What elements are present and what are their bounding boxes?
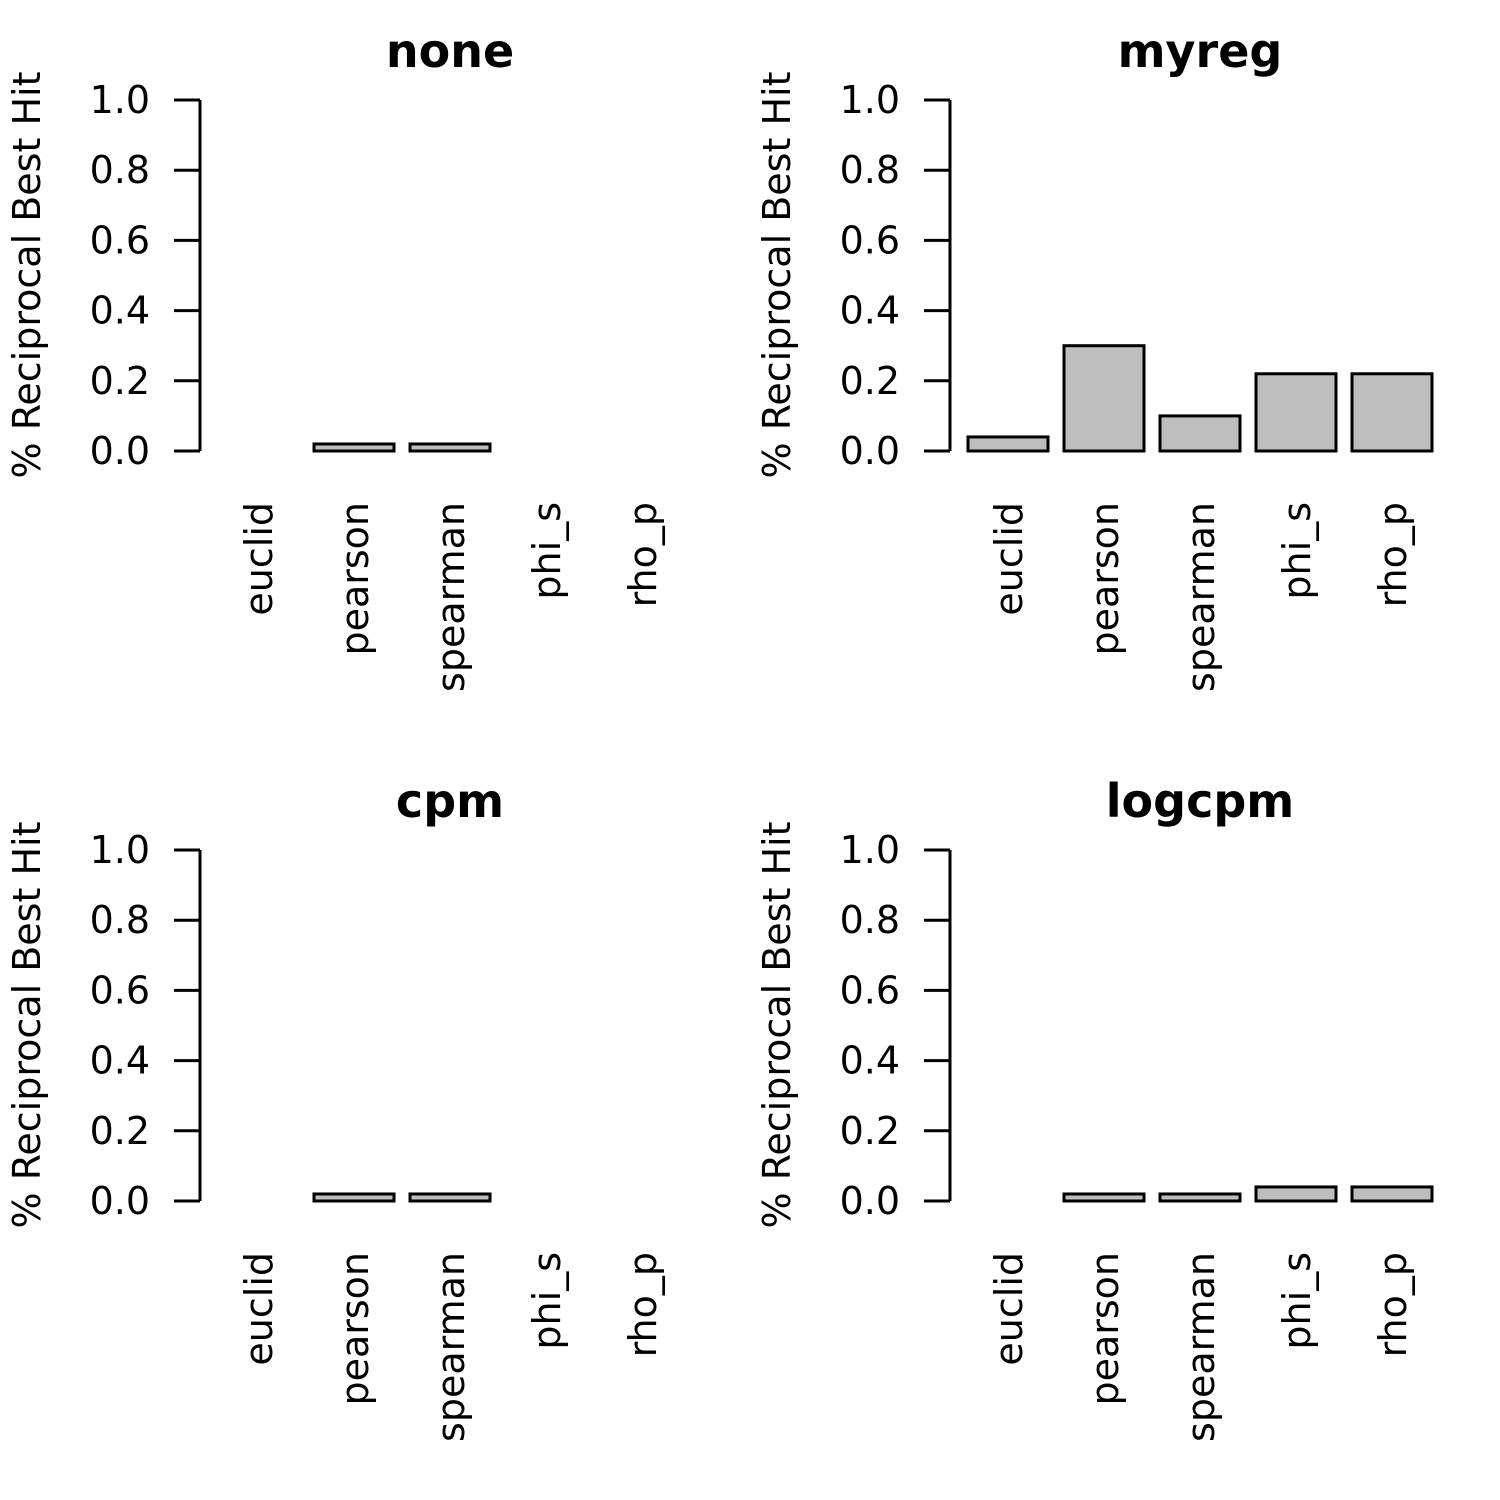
y-tick-label: 0.2 [840,1109,900,1153]
x-category-label: rho_p [621,1252,665,1357]
x-category-label: spearman [429,502,473,692]
bar-spearman [408,442,492,453]
y-tick-label: 0.0 [90,1179,150,1223]
y-tick-label: 1.0 [90,78,150,122]
bar-pearson [312,1192,396,1203]
bar-pearson [1062,1192,1146,1203]
y-axis-label: % Reciprocal Best Hit [755,72,799,479]
y-tick-label: 0.8 [90,898,150,942]
x-category-label: phi_s [1275,1252,1319,1350]
bar-spearman [1158,1192,1242,1203]
y-tick-label: 1.0 [840,828,900,872]
x-category-label: pearson [1083,1252,1127,1406]
bar-pearson [312,442,396,453]
bar-spearman [408,1192,492,1203]
x-category-label: rho_p [1371,1252,1415,1357]
y-tick-label: 0.4 [840,1039,900,1083]
y-tick-label: 0.8 [840,898,900,942]
y-tick-label: 0.2 [90,359,150,403]
y-tick-label: 0.4 [90,289,150,333]
x-category-label: pearson [1083,502,1127,656]
x-category-label: pearson [333,502,377,656]
x-category-label: rho_p [621,502,665,607]
y-axis-label: % Reciprocal Best Hit [755,822,799,1229]
y-axis-label: % Reciprocal Best Hit [5,72,49,479]
chart-panel-logcpm: logcpm 0.0 0.2 0.4 0.6 0.8 1.0 % Reciprocal Bes… [755,774,1434,1442]
x-category-label: euclid [237,502,281,616]
bar-rho_p [1350,1185,1434,1203]
x-category-label: phi_s [525,502,569,600]
y-tick-label: 1.0 [840,78,900,122]
chart-panel-cpm: cpm 0.0 0.2 0.4 0.6 0.8 1.0 % Reciprocal Best H… [5,774,665,1442]
y-tick-label: 0.8 [90,148,150,192]
x-category-label: spearman [429,1252,473,1442]
panel-title: logcpm [1106,774,1294,828]
bar-phi_s [1254,372,1338,453]
bar-euclid [966,435,1050,453]
x-category-label: euclid [987,502,1031,616]
y-tick-label: 0.4 [90,1039,150,1083]
y-tick-label: 0.8 [840,148,900,192]
y-tick-label: 0.2 [840,359,900,403]
bar-rho_p [1350,372,1434,453]
chart-panel-none: none 0.0 0.2 0.4 0.6 0.8 1.0 % Reciprocal Best … [5,24,665,692]
x-category-label: euclid [237,1252,281,1366]
x-category-label: phi_s [525,1252,569,1350]
bar-pearson [1062,344,1146,453]
y-tick-label: 0.0 [840,429,900,473]
x-category-label: spearman [1179,1252,1223,1442]
y-tick-label: 0.6 [840,968,900,1012]
panel-title: none [386,24,514,78]
y-tick-label: 0.2 [90,1109,150,1153]
x-category-label: spearman [1179,502,1223,692]
y-tick-label: 0.4 [840,289,900,333]
bar-spearman [1158,414,1242,453]
bar-phi_s [1254,1185,1338,1203]
chart-panel-myreg: myreg 0.0 0.2 0.4 0.6 0.8 1.0 % Reciprocal Best… [755,24,1434,692]
x-category-label: euclid [987,1252,1031,1366]
y-tick-label: 0.0 [90,429,150,473]
y-tick-label: 0.6 [840,218,900,262]
panel-title: myreg [1118,24,1283,78]
x-category-label: pearson [333,1252,377,1406]
y-tick-label: 0.6 [90,218,150,262]
y-tick-label: 0.6 [90,968,150,1012]
x-category-label: phi_s [1275,502,1319,600]
y-axis-label: % Reciprocal Best Hit [5,822,49,1229]
y-tick-label: 0.0 [840,1179,900,1223]
y-tick-label: 1.0 [90,828,150,872]
x-category-label: rho_p [1371,502,1415,607]
panel-title: cpm [396,774,504,828]
